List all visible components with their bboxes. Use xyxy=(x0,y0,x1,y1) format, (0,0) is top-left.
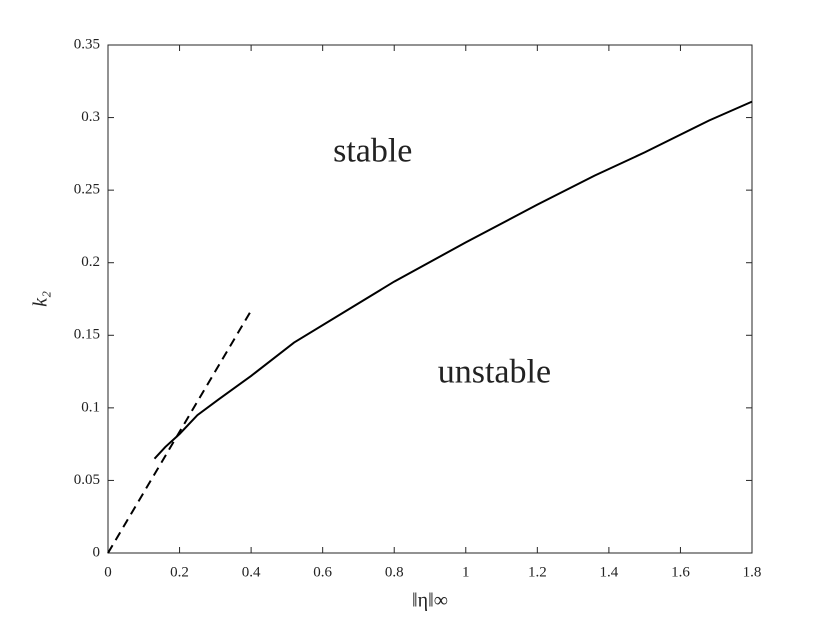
line-series xyxy=(153,100,753,460)
x-tick-label: 1 xyxy=(462,564,470,580)
annotation: stable xyxy=(333,133,412,170)
y-tick-label: 0.15 xyxy=(74,327,100,343)
y-tick-label: 0.3 xyxy=(81,109,100,125)
x-tick-label: 0 xyxy=(104,564,112,580)
y-tick-label: 0.1 xyxy=(81,399,100,415)
x-tick-label: 1.6 xyxy=(671,564,690,580)
y-tick-label: 0.25 xyxy=(74,182,100,198)
annotation: unstable xyxy=(438,353,551,390)
x-tick-label: 0.2 xyxy=(170,564,189,580)
line-series xyxy=(107,310,252,554)
y-tick-label: 0.2 xyxy=(81,254,100,270)
y-axis-label: k₂ xyxy=(30,291,52,307)
axes-box xyxy=(107,44,753,554)
y-tick-label: 0.05 xyxy=(74,472,100,488)
x-tick-label: 1.8 xyxy=(743,564,762,580)
x-tick-label: 0.4 xyxy=(242,564,261,580)
y-tick-label: 0 xyxy=(93,544,101,560)
y-tick-label: 0.35 xyxy=(74,36,100,52)
x-axis-label: ‖η‖∞ xyxy=(412,590,448,612)
x-tick-label: 1.2 xyxy=(528,564,547,580)
x-tick-label: 0.8 xyxy=(385,564,404,580)
x-tick-label: 0.6 xyxy=(313,564,332,580)
x-tick-label: 1.4 xyxy=(600,564,619,580)
